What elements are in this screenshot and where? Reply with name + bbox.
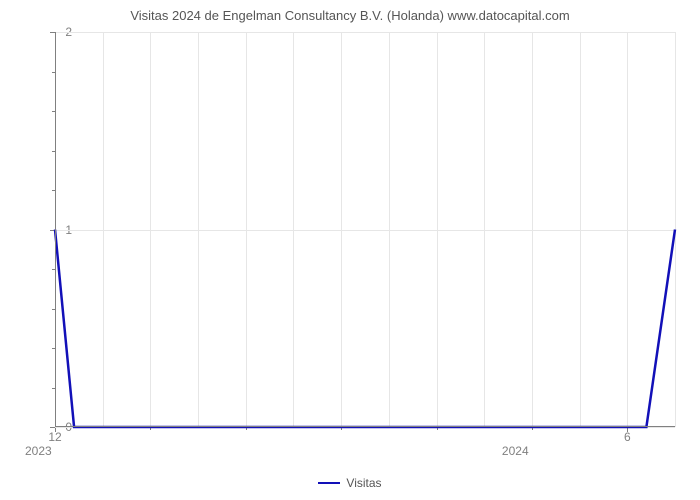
legend-swatch bbox=[318, 482, 340, 484]
visitas-line bbox=[55, 32, 675, 427]
x-tick-label: 6 bbox=[607, 430, 647, 444]
legend: Visitas bbox=[0, 474, 700, 492]
grid-vertical bbox=[675, 32, 676, 427]
plot-area bbox=[55, 32, 675, 427]
y-axis-line bbox=[55, 32, 56, 427]
chart-title: Visitas 2024 de Engelman Consultancy B.V… bbox=[0, 8, 700, 23]
legend-label: Visitas bbox=[346, 476, 381, 490]
series-line bbox=[55, 230, 675, 428]
chart-container: Visitas 2024 de Engelman Consultancy B.V… bbox=[0, 0, 700, 500]
x-tick-label: 12 bbox=[35, 430, 75, 444]
x-axis-line bbox=[55, 426, 675, 427]
x-year-label: 2024 bbox=[502, 444, 562, 458]
x-year-label: 2023 bbox=[25, 444, 85, 458]
